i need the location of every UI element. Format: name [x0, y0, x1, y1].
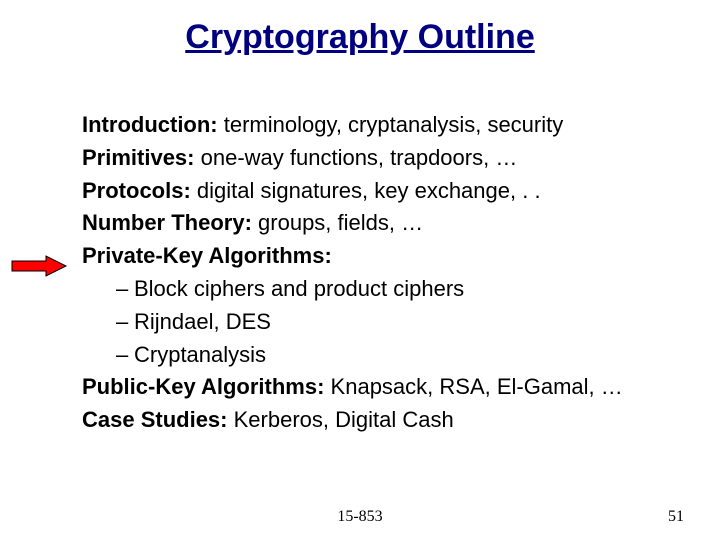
outline-label: Introduction:: [82, 112, 218, 137]
outline-subitem: –Block ciphers and product ciphers: [116, 274, 682, 305]
outline-subitem: –Cryptanalysis: [116, 340, 682, 371]
outline-label: Private-Key Algorithms:: [82, 243, 332, 268]
slide: Cryptography Outline Introduction: termi…: [0, 0, 720, 540]
outline-line: Public-Key Algorithms: Knapsack, RSA, El…: [82, 372, 682, 403]
outline-text: groups, fields, …: [252, 210, 423, 235]
outline-text: Kerberos, Digital Cash: [228, 407, 454, 432]
outline-text: terminology, cryptanalysis, security: [218, 112, 564, 137]
outline-line: Protocols: digital signatures, key excha…: [82, 176, 682, 207]
outline-text: one-way functions, trapdoors, …: [195, 145, 518, 170]
subitem-text: Rijndael, DES: [134, 309, 271, 334]
subitem-text: Block ciphers and product ciphers: [134, 276, 464, 301]
outline-label: Number Theory:: [82, 210, 252, 235]
slide-title: Cryptography Outline: [0, 18, 720, 57]
dash-bullet-icon: –: [116, 340, 134, 371]
outline-line: Number Theory: groups, fields, …: [82, 208, 682, 239]
outline-text: digital signatures, key exchange, . .: [191, 178, 541, 203]
dash-bullet-icon: –: [116, 274, 134, 305]
pointer-arrow-icon: [10, 254, 68, 283]
subitem-text: Cryptanalysis: [134, 342, 266, 367]
dash-bullet-icon: –: [116, 307, 134, 338]
outline-label: Public-Key Algorithms:: [82, 374, 324, 399]
outline-line: Case Studies: Kerberos, Digital Cash: [82, 405, 682, 436]
outline-sublist: –Block ciphers and product ciphers –Rijn…: [116, 274, 682, 370]
outline-label: Protocols:: [82, 178, 191, 203]
outline-line: Introduction: terminology, cryptanalysis…: [82, 110, 682, 141]
outline-text: Knapsack, RSA, El-Gamal, …: [324, 374, 622, 399]
footer-page-number: 51: [668, 508, 684, 526]
outline-subitem: –Rijndael, DES: [116, 307, 682, 338]
outline-line: Private-Key Algorithms:: [82, 241, 682, 272]
outline-label: Primitives:: [82, 145, 195, 170]
outline-line: Primitives: one-way functions, trapdoors…: [82, 143, 682, 174]
outline-label: Case Studies:: [82, 407, 228, 432]
footer-course-number: 15-853: [0, 508, 720, 526]
slide-content: Introduction: terminology, cryptanalysis…: [82, 110, 682, 438]
